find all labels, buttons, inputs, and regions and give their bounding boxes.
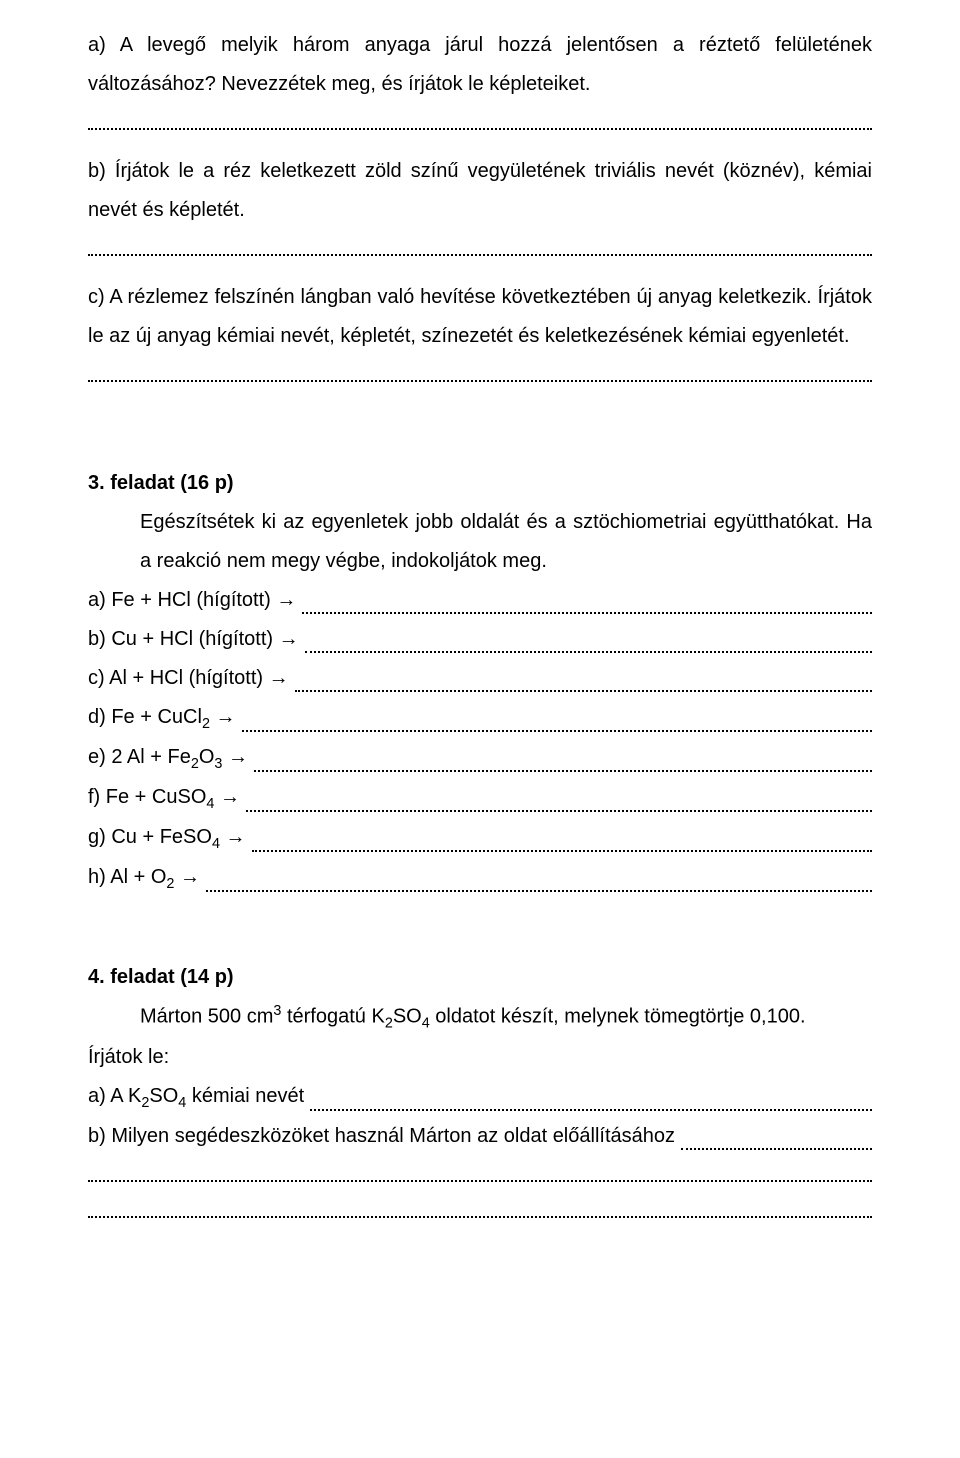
task3-item-a: a) Fe + HCl (hígított) → [88, 581, 872, 620]
blank-fill [302, 612, 872, 614]
blank-fill [242, 730, 872, 732]
blank-fill [206, 890, 872, 892]
task4-desc-3: SO [393, 1006, 422, 1028]
arrow-icon: → [269, 667, 289, 689]
arrow-icon: → [279, 628, 299, 650]
arrow-icon: → [220, 786, 240, 808]
task4-b-label: b) Milyen segédeszközöket használ Márton… [88, 1117, 675, 1156]
subscript: 4 [212, 836, 220, 852]
task3-b-text: b) Cu + HCl (hígított) [88, 628, 273, 650]
task3-c-text: c) Al + HCl (hígított) [88, 667, 263, 689]
arrow-icon: → [228, 746, 248, 768]
task3-description: Egészítsétek ki az egyenletek jobb oldal… [140, 511, 872, 572]
arrow-icon: → [226, 826, 246, 848]
task3-d-label: d) Fe + CuCl2 → [88, 698, 236, 738]
task4-description: Márton 500 cm3 térfogatú K2SO4 oldatot k… [88, 997, 872, 1038]
task3-e-text2: O [199, 746, 215, 768]
task3-g-label: g) Cu + FeSO4 → [88, 818, 246, 858]
blank-fill [246, 810, 872, 812]
blank-line [88, 368, 872, 382]
task3-item-d: d) Fe + CuCl2 → [88, 698, 872, 738]
task4-desc-4: oldatot készít, melynek tömegtörtje 0,10… [430, 1006, 806, 1028]
task3-d-text: d) Fe + CuCl [88, 706, 202, 728]
arrow-icon: → [180, 866, 200, 888]
task4-item-b: b) Milyen segédeszközöket használ Márton… [88, 1117, 872, 1156]
subscript: 2 [191, 756, 199, 772]
task4-desc-2: térfogatú K [281, 1006, 384, 1028]
blank-line [88, 1168, 872, 1182]
blank-line [88, 116, 872, 130]
task3-item-g: g) Cu + FeSO4 → [88, 818, 872, 858]
subscript: 4 [206, 796, 214, 812]
blank-fill [310, 1109, 872, 1111]
task3-a-label: a) Fe + HCl (hígított) → [88, 581, 296, 620]
task3-e-text1: e) 2 Al + Fe [88, 746, 191, 768]
task3-g-text: g) Cu + FeSO [88, 826, 212, 848]
task4-a-text3: kémiai nevét [186, 1085, 304, 1107]
task4-item-a: a) A K2SO4 kémiai nevét [88, 1077, 872, 1117]
blank-fill [681, 1148, 872, 1150]
task4-write: Írjátok le: [88, 1038, 872, 1077]
intro-question-c: c) A rézlemez felszínén lángban való hev… [88, 278, 872, 356]
blank-fill [305, 651, 872, 653]
task3-item-b: b) Cu + HCl (hígított) → [88, 620, 872, 659]
task3-h-text: h) Al + O [88, 866, 166, 888]
task3-h-label: h) Al + O2 → [88, 858, 200, 898]
arrow-icon: → [216, 706, 236, 728]
task3-description-line1: Egészítsétek ki az egyenletek jobb oldal… [88, 503, 872, 581]
blank-fill [254, 770, 872, 772]
arrow-icon: → [276, 589, 296, 611]
task3-f-text: f) Fe + CuSO [88, 786, 206, 808]
task3-item-c: c) Al + HCl (hígított) → [88, 659, 872, 698]
intro-question-a: a) A levegő melyik három anyaga járul ho… [88, 26, 872, 104]
subscript: 2 [385, 1016, 393, 1032]
subscript: 2 [202, 716, 210, 732]
subscript: 3 [214, 756, 222, 772]
task4-desc-1: Márton 500 cm [140, 1006, 273, 1028]
task4-a-text1: a) A K [88, 1085, 141, 1107]
task3-header: 3. feladat (16 p) [88, 464, 872, 503]
task3-e-label: e) 2 Al + Fe2O3 → [88, 738, 248, 778]
task3-a-text: a) Fe + HCl (hígított) [88, 589, 271, 611]
task4-header: 4. feladat (14 p) [88, 958, 872, 997]
task3-item-e: e) 2 Al + Fe2O3 → [88, 738, 872, 778]
blank-line [88, 1204, 872, 1218]
task4-a-text2: SO [149, 1085, 178, 1107]
intro-question-b: b) Írjátok le a réz keletkezett zöld szí… [88, 152, 872, 230]
task3-item-f: f) Fe + CuSO4 → [88, 778, 872, 818]
blank-fill [252, 850, 872, 852]
task4-a-label: a) A K2SO4 kémiai nevét [88, 1077, 304, 1117]
task3-b-label: b) Cu + HCl (hígított) → [88, 620, 299, 659]
task3-c-label: c) Al + HCl (hígított) → [88, 659, 289, 698]
task3-item-h: h) Al + O2 → [88, 858, 872, 898]
task3-f-label: f) Fe + CuSO4 → [88, 778, 240, 818]
subscript: 2 [166, 876, 174, 892]
blank-line [88, 242, 872, 256]
subscript: 4 [422, 1016, 430, 1032]
blank-fill [295, 690, 872, 692]
